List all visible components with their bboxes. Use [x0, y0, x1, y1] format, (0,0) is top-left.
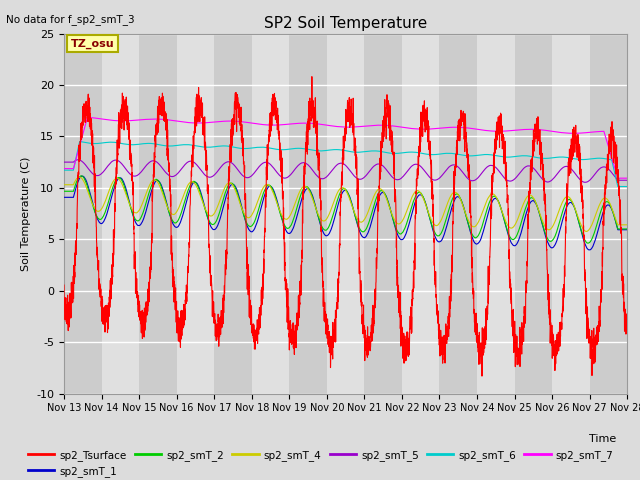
Text: TZ_osu: TZ_osu: [71, 39, 115, 49]
Text: Time: Time: [589, 434, 616, 444]
Bar: [102, 34, 139, 394]
Bar: [289, 34, 327, 394]
Bar: [402, 34, 440, 394]
Bar: [440, 34, 477, 394]
Bar: [589, 34, 627, 394]
Y-axis label: Soil Temperature (C): Soil Temperature (C): [20, 156, 31, 271]
Title: SP2 Soil Temperature: SP2 Soil Temperature: [264, 16, 428, 31]
Bar: [552, 34, 589, 394]
Bar: [64, 34, 102, 394]
Bar: [327, 34, 364, 394]
Bar: [477, 34, 515, 394]
Bar: [515, 34, 552, 394]
Bar: [252, 34, 289, 394]
Text: No data for f_sp2_smT_3: No data for f_sp2_smT_3: [6, 14, 135, 25]
Bar: [177, 34, 214, 394]
Bar: [214, 34, 252, 394]
Bar: [139, 34, 177, 394]
Bar: [364, 34, 402, 394]
Legend: sp2_Tsurface, sp2_smT_1, sp2_smT_2, sp2_smT_4, sp2_smT_5, sp2_smT_6, sp2_smT_7: sp2_Tsurface, sp2_smT_1, sp2_smT_2, sp2_…: [24, 445, 618, 480]
